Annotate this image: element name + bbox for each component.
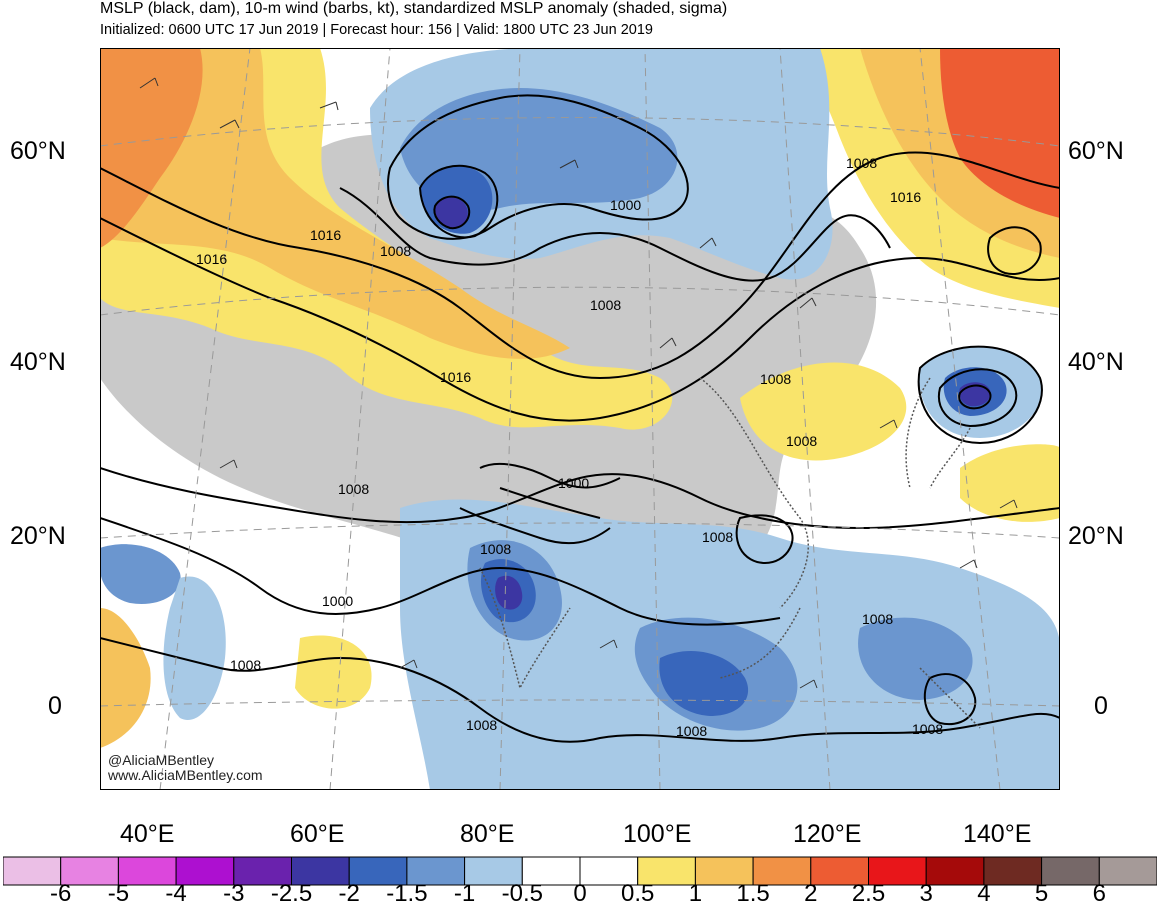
colorbar-label: -1.5 [386, 880, 428, 907]
lon-label: 100°E [623, 820, 692, 848]
contour-label: 1000 [610, 197, 641, 213]
colorbar-label: -4 [165, 880, 187, 907]
colorbar-swatch [1041, 856, 1100, 886]
colorbar [3, 856, 1157, 886]
contour-label: 1008 [760, 371, 791, 387]
colorbar-swatch [348, 856, 408, 886]
colorbar-label: 0.5 [621, 880, 655, 907]
contour-label: 1016 [196, 251, 227, 267]
lon-label: 40°E [120, 820, 175, 848]
lon-label: 80°E [460, 820, 515, 848]
colorbar-label: 1 [688, 880, 703, 907]
anomaly-positive-nw [100, 48, 203, 248]
colorbar-swatch [406, 856, 466, 886]
colorbar-label: -2.5 [270, 880, 313, 907]
graticule [100, 48, 1060, 790]
contour-label: 1000 [322, 593, 353, 609]
lat-label-right: 60°N [1068, 137, 1124, 165]
colorbar-label: -5 [107, 880, 130, 907]
colorbar-swatch [579, 856, 639, 886]
lon-label: 60°E [290, 820, 345, 848]
credit-website: www.AliciaMBentley.com [108, 767, 263, 783]
colorbar-label: 3 [919, 880, 933, 907]
contour-label: 1008 [912, 721, 943, 737]
colorbar-swatch [3, 856, 62, 886]
map-title: MSLP (black, dam), 10-m wind (barbs, kt)… [100, 0, 728, 17]
colorbar-swatch [983, 856, 1043, 886]
contour-label: 1016 [440, 369, 471, 385]
lon-label: 120°E [793, 820, 862, 848]
anomaly-positive-china [740, 362, 907, 461]
anomaly-negative-africa [163, 576, 226, 720]
anomaly-negative-india-core [495, 575, 523, 610]
wind-barbs [139, 77, 1018, 689]
map-subtitle: Initialized: 0600 UTC 17 Jun 2019 | Fore… [100, 22, 653, 38]
contour-labels: 1016 1016 1008 1000 1008 1008 1016 1016 … [196, 155, 943, 739]
colorbar-label: -3 [223, 880, 245, 907]
lat-label-left: 40°N [10, 348, 66, 376]
anomaly-negative-seasia-south-deep [659, 650, 749, 716]
lat-label-left: 0 [48, 692, 62, 720]
colorbar-label: 6 [1092, 880, 1106, 907]
anomaly-positive-pacific [960, 444, 1060, 522]
contour-label: 1008 [230, 657, 261, 673]
colorbar-label: 4 [977, 880, 991, 907]
contour-label: 1016 [890, 189, 921, 205]
colorbar-label: -2 [338, 880, 360, 907]
lat-label-left: 60°N [10, 137, 66, 165]
anomaly-negative-arabian [100, 544, 181, 604]
colorbar-swatch [233, 856, 293, 886]
colorbar-label: 0 [573, 880, 587, 907]
lon-label: 140°E [963, 820, 1032, 848]
colorbar-swatch [868, 856, 927, 886]
mslp-contours [100, 94, 1060, 743]
contour-label: 1008 [466, 717, 497, 733]
colorbar-swatch [752, 856, 812, 886]
lat-label-left: 20°N [10, 522, 66, 550]
contour-label: 1008 [590, 297, 621, 313]
colorbar-label: 2.5 [851, 880, 886, 907]
coastlines [479, 377, 981, 729]
contour-label: 1008 [846, 155, 877, 171]
anomaly-positive-africa [100, 608, 151, 748]
colorbar-swatch [117, 856, 177, 886]
colorbar-label: -0.5 [501, 880, 543, 907]
anomaly-negative-siberia-core [434, 197, 468, 229]
contour-label: 1008 [786, 433, 817, 449]
contour-label: 1008 [380, 243, 411, 259]
colorbar-swatch [1098, 856, 1157, 886]
colorbar-label: -6 [50, 880, 72, 907]
contour-label: 1016 [310, 227, 341, 243]
contour-label: 1000 [558, 475, 589, 491]
lat-label-right: 20°N [1068, 522, 1124, 550]
colorbar-swatch [175, 856, 235, 886]
colorbar-label: 1.5 [736, 880, 770, 907]
lat-label-right: 40°N [1068, 348, 1124, 376]
colorbar-swatch [521, 856, 581, 886]
contour-label: 1008 [862, 611, 893, 627]
anomaly-positive-west-orange [100, 48, 570, 359]
anomaly-positive-ne-red [940, 48, 1060, 218]
contour-label: 1008 [338, 481, 369, 497]
colorbar-swatch [925, 856, 985, 886]
colorbar-label: 5 [1034, 880, 1049, 907]
colorbar-swatch [637, 856, 696, 886]
colorbar-swatch [291, 856, 350, 886]
colorbar-label: -1 [453, 880, 476, 907]
contour-label: 1008 [702, 529, 733, 545]
colorbar-swatch [694, 856, 754, 886]
map-frame [100, 48, 1060, 790]
anomaly-positive-arabia [295, 635, 372, 709]
credit-handle: @AliciaMBentley [108, 752, 215, 768]
contour-label: 1008 [676, 723, 707, 739]
colorbar-label: 2 [804, 880, 818, 907]
weather-map: 1016 1016 1008 1000 1008 1008 1016 1016 … [100, 48, 1060, 790]
contour-label: 1008 [480, 541, 511, 557]
anomaly-negative-philippines [858, 617, 973, 700]
lat-label-right: 0 [1094, 692, 1108, 720]
